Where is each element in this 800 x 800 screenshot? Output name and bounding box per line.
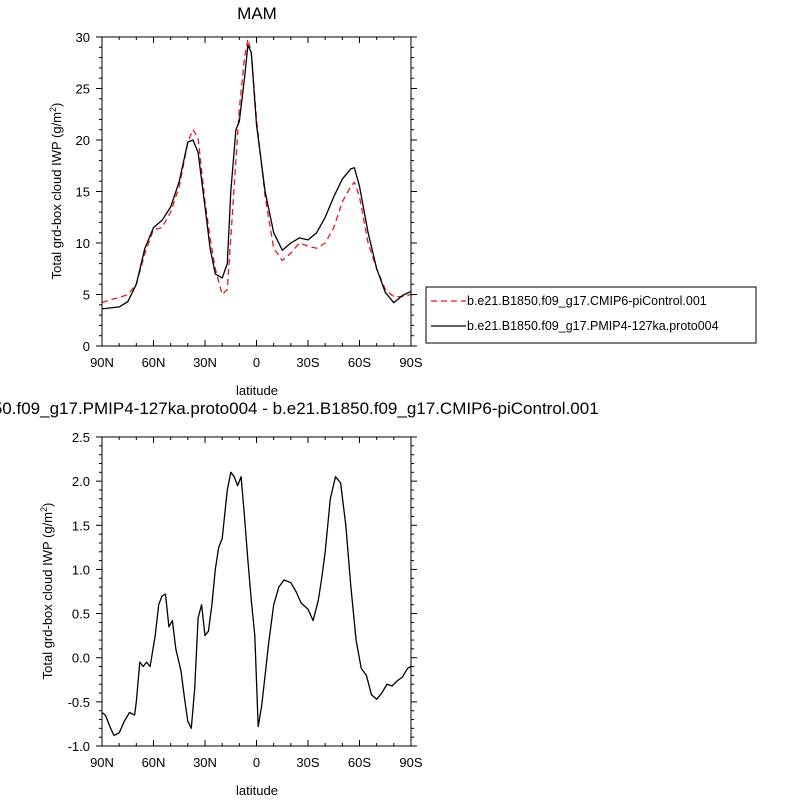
legend-label-series-1: b.e21.B1850.f09_g17.PMIP4-127ka.proto004 bbox=[467, 319, 719, 333]
bottom-plot-frame bbox=[101, 436, 412, 747]
top-plot-xtick-label: 90N bbox=[90, 355, 114, 370]
bottom-plot-ytick-label: 0.0 bbox=[72, 651, 90, 666]
top-plot-ytick-label: 15 bbox=[76, 185, 90, 200]
bottom-plot-ytick-label: 2.0 bbox=[72, 474, 90, 489]
top-plot-ytick-label: 30 bbox=[76, 30, 90, 45]
bottom-plot-xlabel: latitude bbox=[236, 783, 278, 798]
bottom-plot-xtick-label: 30S bbox=[296, 755, 319, 770]
top-plot-ytick-label: 10 bbox=[76, 236, 90, 251]
top-plot-ytick-label: 5 bbox=[83, 288, 90, 303]
top-plot-series bbox=[101, 38, 412, 310]
top-plot-series-line-1 bbox=[101, 44, 412, 310]
top-plot-ylabel: Total grd-box cloud IWP (g/m2) bbox=[48, 103, 64, 280]
bottom-plot-ylabel-unit: (g/m bbox=[40, 512, 55, 538]
top-plot-ylabel-text: Total grd-box cloud IWP bbox=[49, 142, 64, 280]
bottom-plot-ytick-label: 1.5 bbox=[72, 518, 90, 533]
bottom-plot-ytick-label: -0.5 bbox=[68, 695, 90, 710]
top-plot-frame bbox=[101, 36, 412, 347]
bottom-plot-xtick-label: 60S bbox=[348, 755, 371, 770]
bottom-plot-ylabel-unit-sup: 2 bbox=[39, 507, 49, 512]
legend-box bbox=[425, 286, 757, 344]
bottom-plot-series-line-0 bbox=[101, 471, 412, 737]
top-plot-xtick-label: 30N bbox=[193, 355, 217, 370]
top-plot-ylabel-unit: (g/m bbox=[49, 112, 64, 138]
bottom-plot-ticks: 90N 60N 30N 0 30S 60S 90S -1.0 -0.5 0.0 0.5 1.0 1.5 2… bbox=[68, 430, 423, 770]
top-plot-ytick-label: 20 bbox=[76, 133, 90, 148]
bottom-plot-ytick-label: -1.0 bbox=[68, 739, 90, 754]
bottom-plot: b.e21.B1850.f09_g17.PMIP4-127ka.proto004… bbox=[0, 399, 599, 798]
bottom-plot-ylabel-text: Total grd-box cloud IWP bbox=[40, 542, 55, 680]
top-plot-xtick-label: 90S bbox=[399, 355, 422, 370]
top-plot-xlabel: latitude bbox=[236, 383, 278, 398]
bottom-plot-ytick-label: 2.5 bbox=[72, 430, 90, 445]
top-plot-ytick-label: 25 bbox=[76, 82, 90, 97]
bottom-plot-xtick-label: 0 bbox=[253, 755, 260, 770]
top-plot-xtick-label: 60N bbox=[142, 355, 166, 370]
legend: b.e21.B1850.f09_g17.CMIP6-piControl.001 … bbox=[425, 286, 757, 344]
top-plot-series-line-0 bbox=[101, 38, 412, 304]
bottom-plot-ytick-label: 0.5 bbox=[72, 607, 90, 622]
bottom-plot-ylabel-unit-close: ) bbox=[40, 503, 55, 507]
bottom-plot-ytick-label: 1.0 bbox=[72, 562, 90, 577]
bottom-plot-xtick-label: 30N bbox=[193, 755, 217, 770]
top-plot-xtick-label: 0 bbox=[253, 355, 260, 370]
top-plot: MAM 90N 60N 30N 0 30S 60S 90S 0 5 10 15 20 25 30 lati… bbox=[48, 4, 423, 398]
top-plot-xtick-label: 30S bbox=[296, 355, 319, 370]
top-plot-xtick-label: 60S bbox=[348, 355, 371, 370]
top-plot-ylabel-unit-close: ) bbox=[49, 103, 64, 107]
bottom-plot-title: b.e21.B1850.f09_g17.PMIP4-127ka.proto004… bbox=[0, 399, 599, 418]
bottom-plot-xtick-label: 90N bbox=[90, 755, 114, 770]
top-plot-title: MAM bbox=[237, 4, 277, 23]
top-plot-ticks: 90N 60N 30N 0 30S 60S 90S 0 5 10 15 20 25 30 bbox=[76, 30, 423, 370]
legend-label-series-0: b.e21.B1850.f09_g17.CMIP6-piControl.001 bbox=[467, 294, 707, 308]
bottom-plot-xtick-label: 60N bbox=[142, 755, 166, 770]
bottom-plot-series bbox=[101, 471, 412, 737]
top-plot-ytick-label: 0 bbox=[83, 339, 90, 354]
top-plot-ylabel-unit-sup: 2 bbox=[48, 107, 58, 112]
bottom-plot-ylabel: Total grd-box cloud IWP (g/m2) bbox=[39, 503, 55, 680]
bottom-plot-xtick-label: 90S bbox=[399, 755, 422, 770]
